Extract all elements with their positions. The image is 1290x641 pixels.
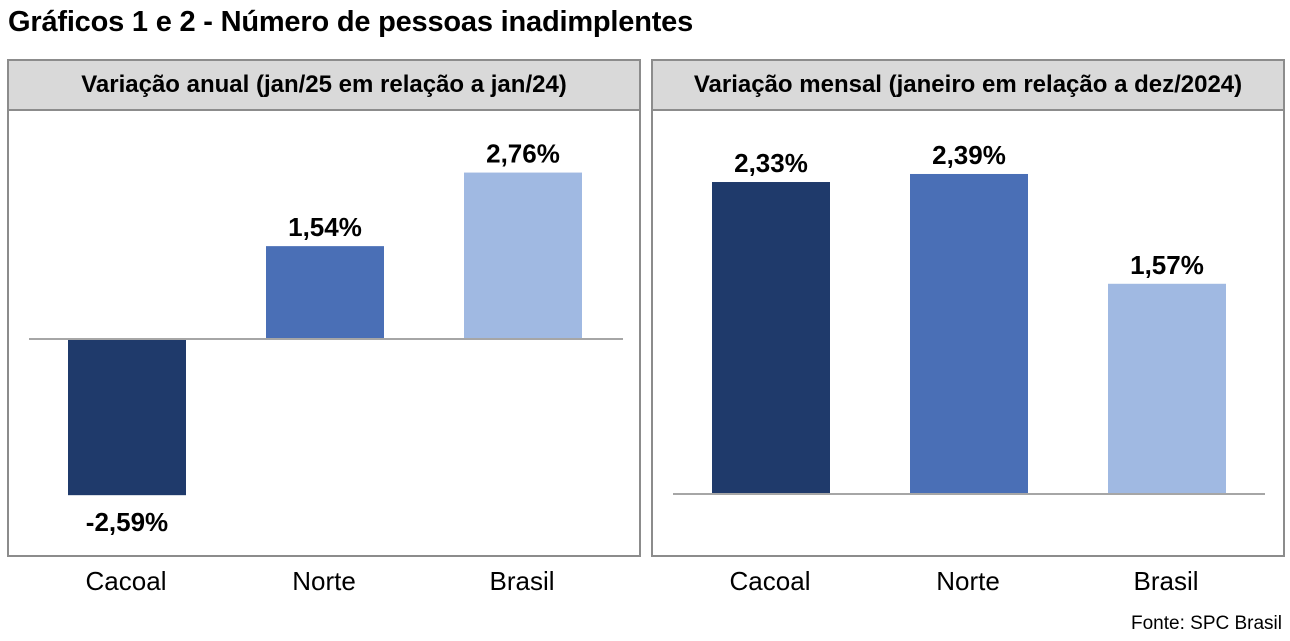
category-label-annual-brasil: Brasil (489, 566, 555, 596)
bar-chart-annual: -2,59% 1,54% 2,76% (29, 139, 623, 537)
bar-annual-norte (266, 246, 384, 339)
value-label-monthly-cacoal: 2,33% (734, 148, 808, 178)
bar-annual-brasil (464, 172, 582, 339)
chart-title-annual: Variação anual (jan/25 em relação a jan/… (9, 61, 639, 111)
category-label-annual-cacoal: Cacoal (85, 566, 167, 596)
chart-title-monthly: Variação mensal (janeiro em relação a de… (653, 61, 1283, 111)
bar-monthly-norte (910, 173, 1028, 494)
category-label-annual-norte: Norte (292, 566, 356, 596)
bar-annual-cacoal (68, 339, 186, 496)
chart-panel-monthly: Variação mensal (janeiro em relação a de… (651, 59, 1285, 557)
category-label-monthly-brasil: Brasil (1133, 566, 1199, 596)
category-label-monthly-norte: Norte (936, 566, 1000, 596)
page-title: Gráficos 1 e 2 - Número de pessoas inadi… (8, 6, 694, 38)
value-label-annual-cacoal: -2,59% (86, 507, 168, 537)
value-label-monthly-norte: 2,39% (932, 140, 1006, 170)
value-label-monthly-brasil: 1,57% (1130, 250, 1204, 280)
bar-chart-monthly: 2,33% 2,39% 1,57% (673, 140, 1265, 495)
value-label-annual-brasil: 2,76% (486, 139, 560, 169)
source-note: Fonte: SPC Brasil (1131, 613, 1282, 634)
bar-monthly-cacoal (712, 182, 830, 494)
bar-monthly-brasil (1108, 283, 1226, 494)
chart-panel-annual: Variação anual (jan/25 em relação a jan/… (7, 59, 641, 557)
category-label-monthly-cacoal: Cacoal (729, 566, 811, 596)
value-label-annual-norte: 1,54% (288, 212, 362, 242)
